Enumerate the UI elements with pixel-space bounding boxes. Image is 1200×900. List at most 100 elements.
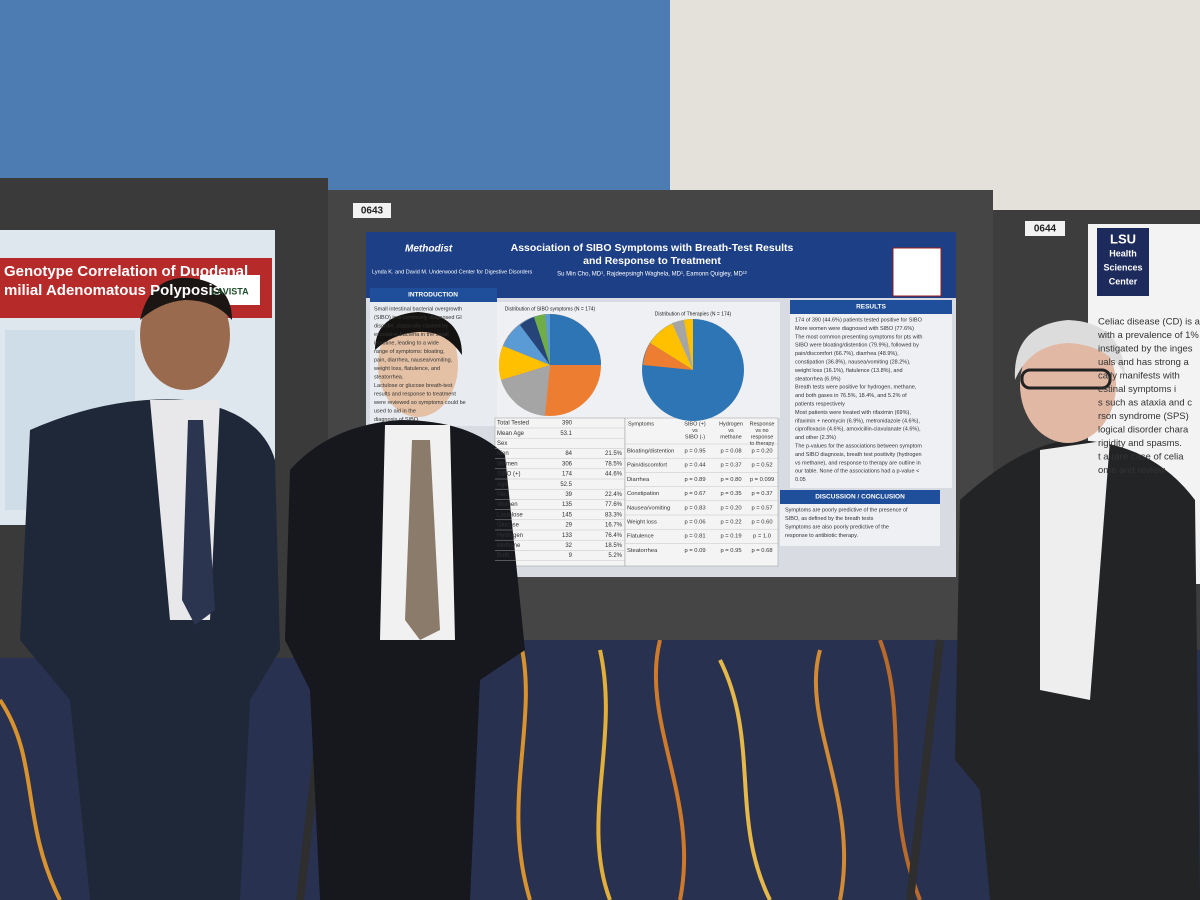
table-cell: 39 (565, 492, 572, 498)
table-cell: Constipation (627, 491, 659, 497)
table-cell: Women (497, 502, 518, 508)
table-cell: Lactulose (497, 512, 523, 518)
intro-text: Lactulose or glucose breath-test (374, 383, 453, 389)
table-cell: p = 0.81 (684, 534, 705, 540)
institution: Methodist (405, 244, 453, 255)
lsu-logo-text: Sciences (1103, 262, 1142, 272)
pie-therapies (642, 319, 744, 421)
discussion-text: Symptoms are also poorly predictive of t… (785, 524, 889, 530)
table-cell: Both (497, 553, 509, 559)
intro-text: Small intestinal bacterial overgrowth (374, 306, 462, 312)
table-header: SIBO (-) (685, 434, 705, 440)
table-cell: Men (497, 492, 509, 498)
intro-text: intestine, leading to a wide (374, 340, 439, 346)
table-cell: Mean Age (497, 431, 525, 437)
table-cell: Glucose (497, 523, 520, 529)
table-cell: p = 0.57 (751, 505, 772, 511)
table-header: Response (750, 421, 775, 427)
table-cell: 77.6% (605, 502, 623, 508)
authors: Su Min Cho, MD¹, Rajdeepsingh Waghela, M… (557, 272, 747, 278)
person-left (20, 277, 280, 900)
pie-sibo (498, 314, 601, 416)
table-cell: SIBO (+) (497, 472, 521, 478)
lsu-logo-text: Health (1109, 248, 1137, 258)
table-header: SIBO (+) (684, 421, 706, 427)
intro-text: excessive bacteria in the small (374, 332, 449, 338)
table-cell: p = 0.44 (684, 463, 706, 469)
results-text: The p-values for the associations betwee… (795, 443, 922, 449)
right-poster-text: Celiac disease (CD) is a chronic (1098, 317, 1200, 328)
table-cell: 32 (565, 543, 572, 549)
table-cell: 135 (562, 502, 573, 508)
left-poster-title: milial Adenomatous Polyposis (4, 282, 221, 299)
results-text: and other (2.3%) (795, 435, 836, 441)
table-cell: p = 0.099 (750, 477, 774, 483)
left-poster-logo-text: LAVISTA (211, 286, 249, 296)
discussion-text: response to antibiotic therapy. (785, 533, 858, 539)
table-cell: Total Tested (497, 421, 529, 427)
table-cell: p = 0.52 (751, 463, 772, 469)
right-poster-text: t a rare case of celia (1098, 452, 1184, 463)
table-cell: 306 (562, 461, 573, 467)
table-cell: p = 0.95 (684, 449, 705, 455)
right-poster-text: rson syndrome (SPS) (1098, 411, 1189, 422)
table-cell: 390 (562, 421, 573, 427)
table-cell: p = 0.37 (720, 463, 741, 469)
board-label (353, 203, 391, 218)
section-header (370, 288, 497, 302)
intro-text: range of symptoms: bloating, (374, 349, 445, 355)
table-cell: p = 0.09 (684, 548, 705, 554)
results-text: our table. None of the associations had … (795, 469, 919, 475)
table-cell: Sex (497, 441, 507, 447)
lsu-logo-text: LSU (1110, 231, 1136, 246)
section-header (780, 490, 940, 504)
results-text: The most common presenting symptoms for … (795, 334, 922, 340)
right-poster-text: with a prevalence of 1% in (1097, 330, 1200, 341)
pie-title: Distribution of SIBO symptoms (N = 174) (505, 306, 596, 312)
left-poster-title: Genotype Correlation of Duodenal (4, 263, 248, 280)
section-title: RESULTS (856, 304, 887, 311)
table-cell: Methane (497, 543, 521, 549)
section-title: DISCUSSION / CONCLUSION (815, 494, 905, 501)
intro-text: (SIBO) is a commonly diagnosed GI (374, 315, 462, 321)
table-cell: p = 0.83 (684, 505, 705, 511)
table-cell: 16.7% (605, 523, 623, 529)
table-header: vs no (755, 428, 768, 434)
table-cell: Women (497, 461, 518, 467)
table-cell: Age (497, 482, 508, 488)
table-cell: 53.1 (560, 431, 572, 437)
results-text: pain/discomfort (66.7%), diarrhea (48.9%… (795, 351, 899, 357)
right-poster-text: ome and review (1098, 465, 1165, 476)
results-text: patients respectively (795, 401, 845, 407)
results-text: More women were diagnosed with SIBO (77.… (795, 326, 914, 332)
right-poster-text: logical disorder chara (1098, 425, 1189, 436)
results-text: 174 of 390 (44.6%) patients tested posit… (795, 317, 923, 323)
right-poster-text: estinal symptoms i (1098, 384, 1176, 395)
table-cell: 5.2% (608, 553, 622, 559)
intro-text: diagnosis of SIBO. (374, 417, 420, 423)
table-cell: Weight loss (627, 520, 657, 526)
results-text: constipation (36.8%), nausea/vomiting (2… (795, 359, 911, 365)
symptom-table (624, 417, 779, 567)
table-cell: 22.4% (605, 492, 623, 498)
table-header: vs (692, 428, 698, 434)
table-cell: p = 1.0 (753, 534, 771, 540)
intro-text: results and response to treatment (374, 391, 456, 397)
table-cell: 133 (562, 533, 573, 539)
board-number: 0644 (1034, 224, 1057, 235)
table-cell: p = 0.68 (751, 548, 772, 554)
table-cell: 9 (569, 553, 573, 559)
right-poster-text: uals and has strong a (1098, 357, 1190, 368)
poster-title: and Response to Treatment (583, 255, 721, 267)
poster-title: Association of SIBO Symptoms with Breath… (511, 242, 794, 254)
poster-title-bar (366, 232, 956, 298)
board-number: 0643 (361, 206, 384, 217)
table-cell: 44.6% (605, 472, 623, 478)
table-cell: 52.5 (560, 482, 572, 488)
table-cell: 145 (562, 512, 573, 518)
table-cell: p = 0.06 (684, 520, 705, 526)
results-text: 0.05 (795, 477, 806, 483)
results-text: steatorrhea (6.9%) (795, 376, 841, 382)
